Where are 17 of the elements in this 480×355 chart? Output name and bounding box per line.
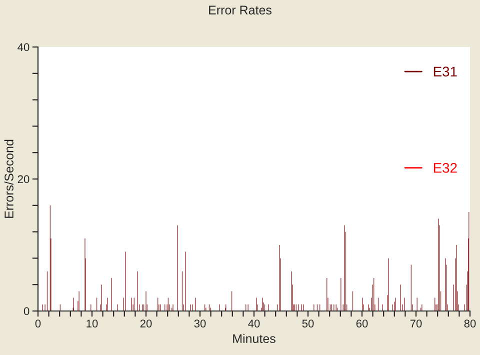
x-tick-label: 70 <box>410 320 422 328</box>
x-tick-label: 30 <box>194 320 206 328</box>
y-axis-title: Errors/Second <box>4 140 14 218</box>
chart-title: Error Rates <box>209 6 272 15</box>
y-tick-label: 20 <box>18 175 30 184</box>
x-tick-label: 40 <box>248 320 260 328</box>
x-tick-label: 20 <box>140 320 152 328</box>
legend-label: E32 <box>434 162 457 173</box>
x-axis-title: Minutes <box>233 334 276 344</box>
y-tick-label: 0 <box>24 307 30 316</box>
x-tick-label: 10 <box>86 320 98 328</box>
x-tick-label: 80 <box>464 320 476 328</box>
x-tick-label: 50 <box>302 320 314 328</box>
x-tick-label: 0 <box>35 320 41 328</box>
y-tick-label: 40 <box>18 43 30 52</box>
x-tick-label: 60 <box>356 320 368 328</box>
legend-label: E31 <box>434 66 457 77</box>
